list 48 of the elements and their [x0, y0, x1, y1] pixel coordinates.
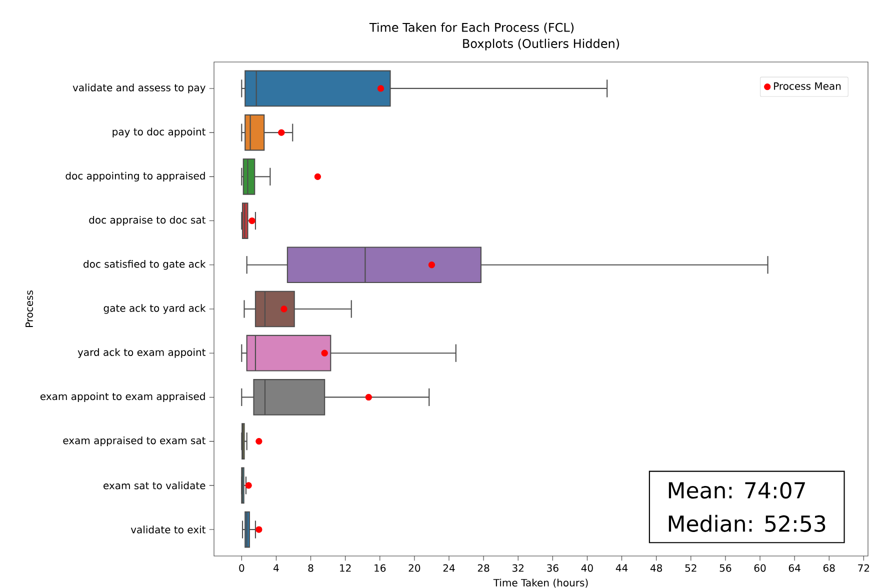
chart-title: Time Taken for Each Process (FCL) — [369, 22, 574, 34]
x-axis-title: Time Taken (hours) — [493, 578, 588, 588]
legend-label: Process Mean — [774, 82, 841, 90]
point — [428, 262, 436, 268]
annotation: Mean: 74:07 — [668, 482, 805, 499]
point — [280, 306, 288, 312]
y-tick-label: exam sat to validate — [104, 482, 206, 490]
point — [278, 129, 285, 136]
x-tick-label: 56 — [720, 564, 732, 572]
x-tick-label: 20 — [408, 564, 420, 572]
x-tick-label: 44 — [616, 564, 628, 572]
x-tick-label: 64 — [788, 564, 800, 572]
x-tick-label: 72 — [858, 564, 870, 572]
x-tick-label: 16 — [374, 564, 386, 572]
y-tick-label: doc satisfied to gate ack — [84, 260, 206, 270]
point — [256, 438, 262, 445]
x-tick-label: 0 — [239, 564, 244, 572]
point — [365, 394, 372, 401]
x-tick-label: 68 — [823, 564, 835, 572]
x-tick-label: 28 — [478, 564, 490, 572]
annotation: Median: 52:53 — [668, 514, 826, 532]
chart-subtitle: Boxplots (Outliers Hidden) — [463, 38, 620, 50]
point — [245, 482, 252, 489]
x-tick-label: 52 — [685, 564, 696, 572]
x-tick-label: 24 — [443, 564, 455, 572]
x-tick-label: 48 — [650, 564, 662, 572]
y-axis-title: Process — [26, 290, 34, 327]
x-tick-label: 36 — [547, 564, 558, 572]
x-tick-label: 8 — [308, 564, 314, 572]
point — [314, 173, 322, 180]
x-tick-label: 32 — [512, 564, 524, 572]
y-tick-label: doc appointing to appraised — [66, 172, 205, 182]
y-tick-label: doc appraise to doc sat — [89, 216, 206, 226]
point — [321, 350, 328, 356]
y-tick-label: pay to doc appoint — [112, 128, 206, 138]
x-tick-label: 60 — [754, 564, 766, 572]
point — [377, 85, 384, 92]
point — [256, 526, 262, 533]
point — [248, 217, 256, 224]
y-tick-label: gate ack to yard ack — [104, 304, 206, 314]
y-tick-label: yard ack to exam appoint — [78, 348, 206, 358]
y-tick-label: exam appoint to exam appraised — [40, 392, 205, 402]
x-tick-label: 4 — [274, 564, 279, 572]
x-tick-label: 40 — [581, 564, 593, 572]
y-tick-label: validate and assess to pay — [72, 84, 206, 94]
y-tick-label: exam appraised to exam sat — [63, 436, 206, 446]
y-tick-label: validate to exit — [130, 526, 206, 534]
x-tick-label: 12 — [340, 564, 351, 572]
